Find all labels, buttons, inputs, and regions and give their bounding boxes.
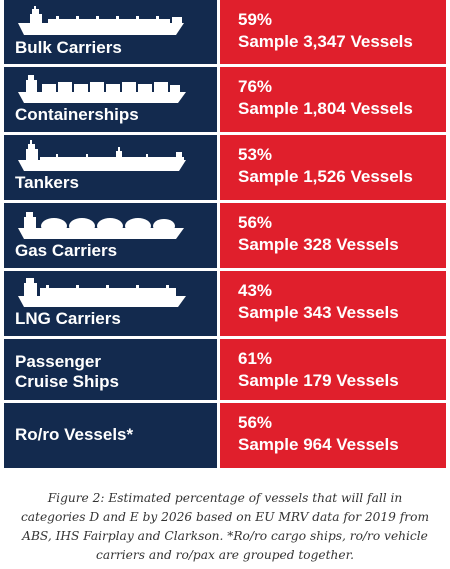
sample-size: Sample 1,804 Vessels xyxy=(238,99,413,118)
table-row: Gas Carriers 56% Sample 328 Vessels xyxy=(4,203,446,268)
vessel-type-cell: Tankers xyxy=(4,135,217,200)
containership-icon xyxy=(18,75,186,103)
vessel-name: LNG Carriers xyxy=(15,309,121,328)
figure-caption: Figure 2: Estimated percentage of vessel… xyxy=(20,491,430,562)
gas-carrier-icon xyxy=(18,212,184,239)
vessel-type-cell: Passenger Cruise Ships xyxy=(4,339,217,400)
estimate-cell: 59% Sample 3,347 Vessels xyxy=(220,0,446,64)
estimate-cell: 56% Sample 328 Vessels xyxy=(220,203,446,268)
percent-value: 56% xyxy=(238,413,273,432)
table-row: Bulk Carriers 59% Sample 3,347 Vessels xyxy=(4,0,446,64)
vessel-name: Gas Carriers xyxy=(15,241,118,260)
percent-value: 43% xyxy=(238,281,273,300)
vessel-type-cell: Ro/ro Vessels* xyxy=(4,403,217,468)
vessel-name: Tankers xyxy=(15,173,79,192)
vessel-name: Ro/ro Vessels* xyxy=(15,425,134,444)
bulk-carrier-icon xyxy=(18,6,184,35)
sample-size: Sample 964 Vessels xyxy=(238,435,399,454)
sample-size: Sample 179 Vessels xyxy=(238,371,399,390)
estimate-cell: 76% Sample 1,804 Vessels xyxy=(220,67,446,132)
estimate-cell: 43% Sample 343 Vessels xyxy=(220,271,446,336)
sample-size: Sample 328 Vessels xyxy=(238,235,399,254)
percent-value: 76% xyxy=(238,77,273,96)
vessel-name-line: Passenger xyxy=(15,352,101,371)
sample-size: Sample 1,526 Vessels xyxy=(238,167,413,186)
vessel-name-line: Cruise Ships xyxy=(15,372,119,391)
table-row: Tankers 53% Sample 1,526 Vessels xyxy=(4,135,446,200)
percent-value: 53% xyxy=(238,145,273,164)
sample-size: Sample 343 Vessels xyxy=(238,303,399,322)
estimate-cell: 61% Sample 179 Vessels xyxy=(220,339,446,400)
estimate-cell: 53% Sample 1,526 Vessels xyxy=(220,135,446,200)
percent-value: 59% xyxy=(238,10,273,29)
vessel-name: Bulk Carriers xyxy=(15,38,122,57)
estimate-cell: 56% Sample 964 Vessels xyxy=(220,403,446,468)
lng-carrier-icon xyxy=(18,278,186,307)
vessel-type-cell: LNG Carriers xyxy=(4,271,217,336)
percent-value: 56% xyxy=(238,213,273,232)
vessel-name: Passenger Cruise Ships xyxy=(15,352,119,392)
table-row: LNG Carriers 43% Sample 343 Vessels xyxy=(4,271,446,336)
vessel-type-cell: Containerships xyxy=(4,67,217,132)
table-row: Passenger Cruise Ships 61% Sample 179 Ve… xyxy=(4,339,446,400)
table-row: Ro/ro Vessels* 56% Sample 964 Vessels xyxy=(4,403,446,468)
percent-value: 61% xyxy=(238,349,273,368)
vessel-type-cell: Gas Carriers xyxy=(4,203,217,268)
tanker-icon xyxy=(18,140,186,171)
vessel-type-cell: Bulk Carriers xyxy=(4,0,217,64)
sample-size: Sample 3,347 Vessels xyxy=(238,32,413,51)
vessel-name: Containerships xyxy=(15,105,139,124)
table-row: Containerships 76% Sample 1,804 Vessels xyxy=(4,67,446,132)
